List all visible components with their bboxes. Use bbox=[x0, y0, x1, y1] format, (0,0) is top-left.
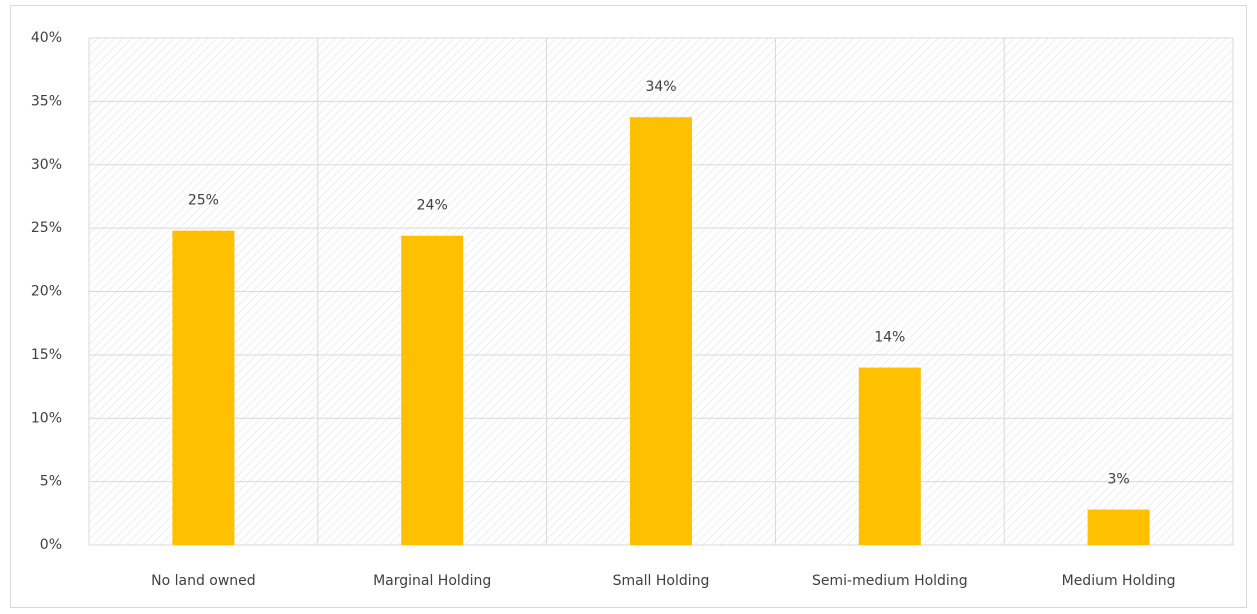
value-label: 14% bbox=[874, 330, 905, 346]
x-tick-label: Semi-medium Holding bbox=[812, 573, 968, 589]
bar bbox=[401, 235, 464, 546]
bar bbox=[1087, 509, 1150, 545]
x-tick-label: Marginal Holding bbox=[373, 573, 491, 589]
y-tick-label: 5% bbox=[40, 474, 62, 490]
value-label: 34% bbox=[645, 79, 676, 95]
y-tick-label: 25% bbox=[31, 220, 62, 236]
y-tick-label: 15% bbox=[31, 347, 62, 363]
y-tick-label: 30% bbox=[31, 157, 62, 173]
x-tick-label: No land owned bbox=[151, 573, 256, 589]
y-tick-label: 10% bbox=[31, 410, 62, 426]
y-tick-label: 20% bbox=[31, 284, 62, 300]
bar bbox=[858, 367, 921, 545]
y-tick-label: 35% bbox=[31, 93, 62, 109]
bar bbox=[630, 117, 692, 545]
y-tick-label: 40% bbox=[31, 30, 62, 46]
x-tick-label: Small Holding bbox=[613, 573, 710, 589]
value-label: 3% bbox=[1107, 472, 1129, 488]
y-tick-label: 0% bbox=[40, 537, 62, 553]
bar bbox=[172, 230, 235, 545]
value-label: 25% bbox=[188, 193, 219, 209]
value-label: 24% bbox=[417, 198, 448, 214]
x-tick-label: Medium Holding bbox=[1062, 573, 1176, 589]
